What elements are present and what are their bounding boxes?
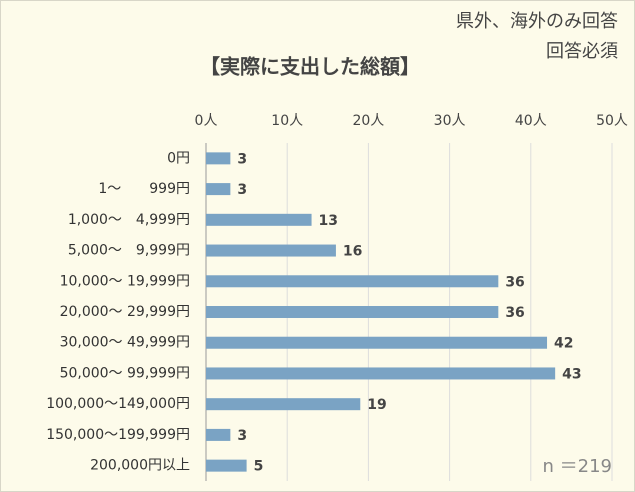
value-label: 16: [343, 244, 362, 260]
value-label: 3: [237, 182, 247, 198]
annotation: 回答必須: [546, 41, 618, 62]
annotation: n ＝219: [543, 456, 613, 477]
x-tick-label: 10人: [271, 113, 303, 129]
chart-title: 【実際に支出した総額】: [200, 55, 420, 79]
value-label: 3: [237, 151, 247, 167]
y-tick-label: 1～ 999円: [98, 181, 190, 197]
y-tick-label: 150,000～199,999円: [46, 427, 190, 443]
bar: [206, 336, 548, 349]
x-tick-label: 40人: [515, 113, 547, 129]
value-label: 3: [237, 428, 247, 444]
x-tick-label: 30人: [434, 113, 466, 129]
y-tick-label: 10,000～ 19,999円: [60, 273, 190, 289]
y-tick-label: 0円: [167, 150, 190, 166]
bar: [206, 367, 556, 380]
bar: [206, 213, 312, 226]
x-tick-label: 50人: [596, 113, 628, 129]
value-label: 5: [254, 459, 264, 475]
bar: [206, 306, 499, 318]
bar: [206, 459, 247, 472]
y-tick-label: 100,000～149,000円: [46, 396, 190, 412]
x-tick-label: 20人: [352, 113, 384, 129]
x-tick-label: 0人: [195, 113, 218, 129]
bar: [206, 428, 231, 441]
bar: [206, 183, 231, 196]
y-tick-label: 200,000円以上: [90, 458, 190, 474]
value-label: 13: [319, 213, 338, 229]
bar: [206, 152, 231, 165]
y-tick-label: 20,000～ 29,999円: [60, 304, 190, 320]
bar: [206, 244, 336, 257]
annotation: 県外、海外のみ回答: [456, 11, 618, 32]
value-label: 19: [367, 397, 386, 413]
bar: [206, 398, 361, 411]
value-label: 36: [505, 274, 524, 290]
value-label: 42: [554, 336, 573, 352]
value-label: 43: [562, 366, 581, 382]
y-tick-label: 1,000～ 4,999円: [68, 212, 190, 228]
y-tick-label: 50,000～ 99,999円: [60, 365, 190, 381]
y-tick-label: 5,000～ 9,999円: [68, 243, 190, 259]
value-label: 36: [505, 305, 524, 321]
bar: [206, 275, 499, 288]
y-tick-label: 30,000～ 49,999円: [60, 335, 190, 351]
